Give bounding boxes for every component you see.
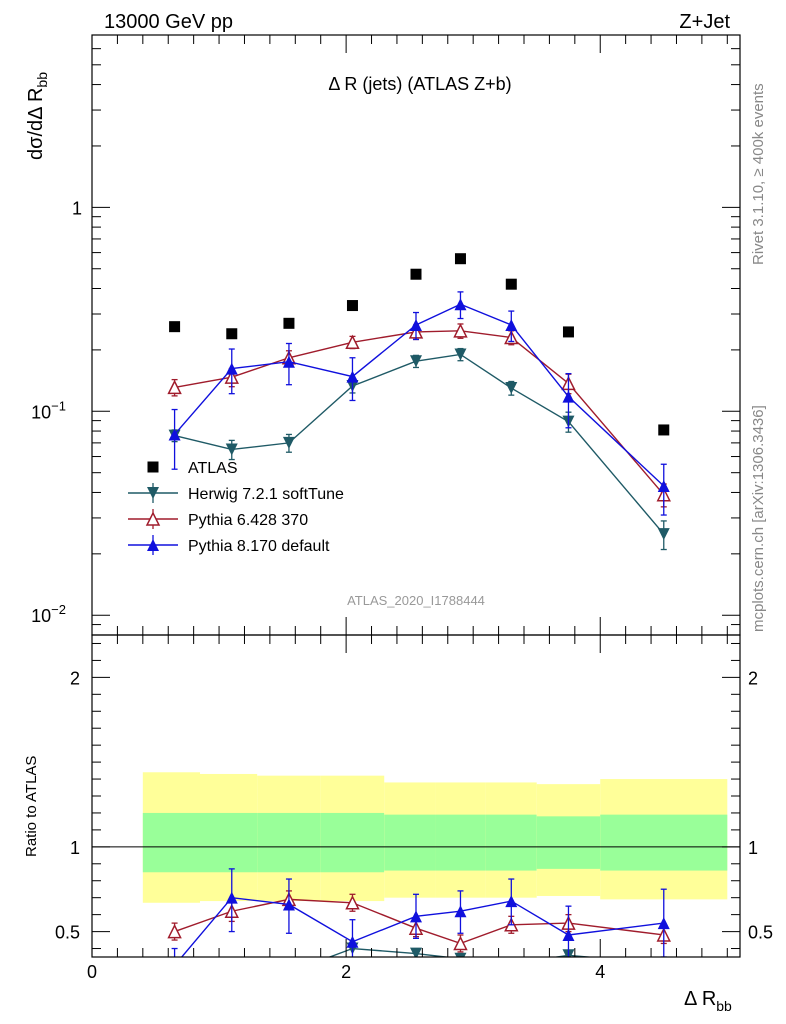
rivet-label: Rivet 3.1.10, ≥ 400k events — [750, 83, 767, 265]
legend-label-herwig-7-2-1-softtune: Herwig 7.2.1 softTune — [188, 486, 344, 503]
main-ytick-exp: −2 — [51, 602, 66, 617]
main-atlas-point — [410, 268, 422, 280]
main-series-group — [167, 253, 671, 551]
main-atlas-point — [169, 321, 181, 333]
ratio-panel: 0 2 4 0.5 0.5 1 1 2 2 — [55, 634, 773, 982]
ratio-herwig-7-2-1-softtune-point — [505, 958, 517, 970]
ratio-xtick-label: 2 — [341, 962, 351, 982]
main-pythia-8-170-default-point — [225, 362, 238, 375]
main-atlas-point — [226, 328, 238, 340]
legend-marker-herwig-7-2-1-softtune — [147, 487, 159, 499]
main-atlas-point — [346, 300, 358, 312]
main-pythia-8-170-default-point — [657, 480, 670, 493]
legend-label-atlas: ATLAS — [188, 460, 238, 477]
ratio-herwig-7-2-1-softtune-point — [658, 958, 670, 970]
legend-label-pythia-8-170-default: Pythia 8.170 default — [188, 538, 330, 555]
main-pythia-8-170-default-point — [505, 318, 518, 331]
ratio-inner-band — [200, 812, 258, 873]
ratio-pythia-6-428-370-point — [167, 923, 182, 939]
main-atlas-point — [505, 278, 517, 290]
ratio-inner-band — [320, 812, 385, 873]
ratio-pythia-8-170-default-point — [410, 910, 422, 923]
main-atlas-point — [562, 326, 574, 338]
ratio-pythia-8-170-default-point — [282, 898, 295, 911]
legend-marker-pythia-6-428-370 — [145, 511, 161, 526]
main-herwig-7-2-1-softtune-point — [454, 348, 467, 361]
ratio-series-group — [167, 868, 671, 978]
main-ytick-label: 10−1 — [31, 398, 66, 422]
ratio-bands — [142, 772, 728, 903]
ratio-ytick-label-right: 2 — [748, 668, 758, 688]
ratio-xtick-label: 0 — [87, 962, 97, 982]
ratio-pythia-8-170-default-point — [346, 935, 359, 948]
energy-label: 13000 GeV pp — [104, 11, 233, 33]
ratio-pythia-8-170-default-point — [562, 928, 575, 941]
ratio-ytick-label-left: 2 — [70, 668, 80, 688]
ratio-herwig-7-2-1-softtune-point — [226, 965, 238, 977]
legend: ATLAS Herwig 7.2.1 softTune Pythia 6.428 3… — [128, 460, 344, 555]
ratio-herwig-7-2-1-softtune-point — [169, 961, 181, 973]
ratio-inner-band — [536, 816, 601, 869]
main-herwig-7-2-1-softtune-point — [657, 528, 670, 541]
main-pythia-8-170-default-point — [282, 355, 295, 368]
process-label: Z+Jet — [679, 11, 730, 33]
main-herwig-7-2-1-softtune-point — [282, 436, 295, 449]
main-pythia-8-170-default-point — [454, 298, 467, 311]
plot-title: Δ R (jets) (ATLAS Z+b) — [328, 74, 511, 94]
main-ytick-label: 1 — [72, 198, 82, 218]
main-pythia-8-170-default-point — [562, 390, 575, 403]
ratio-pythia-8-170-default-point — [225, 891, 238, 904]
main-ytick-exp: −1 — [51, 398, 66, 413]
main-herwig-7-2-1-softtune-point — [410, 355, 422, 368]
legend-marker-atlas — [147, 461, 159, 473]
ratio-pythia-8-170-default-point — [657, 917, 670, 930]
ratio-inner-band — [485, 814, 537, 871]
main-panel: 10−210−11 — [31, 34, 741, 636]
main-pythia-6-428-370-point — [167, 379, 182, 395]
main-ytick-label: 10−2 — [31, 602, 66, 626]
main-pythia-8-170-default-point — [346, 370, 359, 383]
main-pythia-8-170-default-point — [410, 318, 422, 331]
main-herwig-7-2-1-softtune-line — [174, 353, 665, 535]
ratio-pythia-8-170-default-point — [454, 905, 467, 918]
ratio-ytick-label-right: 0.5 — [748, 923, 773, 943]
main-ytick-base: 10 — [31, 402, 51, 422]
legend-label-pythia-6-428-370: Pythia 6.428 370 — [188, 512, 308, 529]
ratio-pythia-6-428-370-point — [453, 935, 468, 951]
main-atlas-point — [283, 317, 295, 329]
ratio-xtick-label: 4 — [595, 962, 605, 982]
legend-marker-pythia-8-170-default — [147, 539, 159, 551]
ratio-inner-band — [142, 812, 200, 873]
ratio-inner-band — [257, 812, 321, 873]
main-atlas-point — [454, 253, 466, 265]
main-pythia-6-428-370-point — [345, 334, 360, 350]
analysis-id: ATLAS_2020_I1788444 — [347, 593, 485, 608]
ratio-pythia-8-170-default-point — [505, 895, 518, 908]
main-atlas-point — [658, 424, 670, 436]
ratio-inner-band — [435, 814, 486, 871]
main-pythia-8-170-default-point — [168, 428, 181, 441]
ratio-ytick-label-right: 1 — [748, 838, 758, 858]
ratio-pythia-6-428-370-point — [345, 895, 360, 910]
source-label: mcplots.cern.ch [arXiv:1306.3436] — [750, 405, 767, 632]
xaxis-label: Δ Rbb — [684, 988, 732, 1014]
ratio-pythia-8-170-default-point — [169, 959, 181, 971]
main-ylabel: dσ/dΔ Rbb — [25, 72, 50, 160]
ratio-ylabel: Ratio to ATLAS — [23, 756, 40, 857]
main-pythia-6-428-370-point — [453, 323, 468, 338]
ratio-inner-band — [384, 814, 436, 871]
main-herwig-7-2-1-softtune-point — [505, 382, 518, 395]
ratio-ytick-label-left: 1 — [70, 838, 80, 858]
ratio-herwig-7-2-1-softtune-point — [410, 947, 422, 957]
ratio-herwig-7-2-1-softtune-point — [283, 966, 295, 978]
ratio-herwig-7-2-1-softtune-point — [454, 952, 467, 957]
ratio-ytick-label-left: 0.5 — [55, 923, 80, 943]
ratio-inner-band — [600, 814, 728, 871]
main-ytick-base: 10 — [31, 606, 51, 626]
main-herwig-7-2-1-softtune-point — [225, 443, 238, 456]
